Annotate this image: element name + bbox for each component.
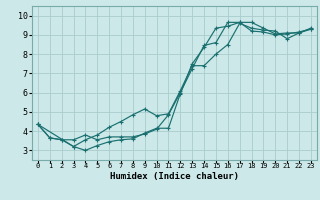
X-axis label: Humidex (Indice chaleur): Humidex (Indice chaleur) <box>110 172 239 181</box>
